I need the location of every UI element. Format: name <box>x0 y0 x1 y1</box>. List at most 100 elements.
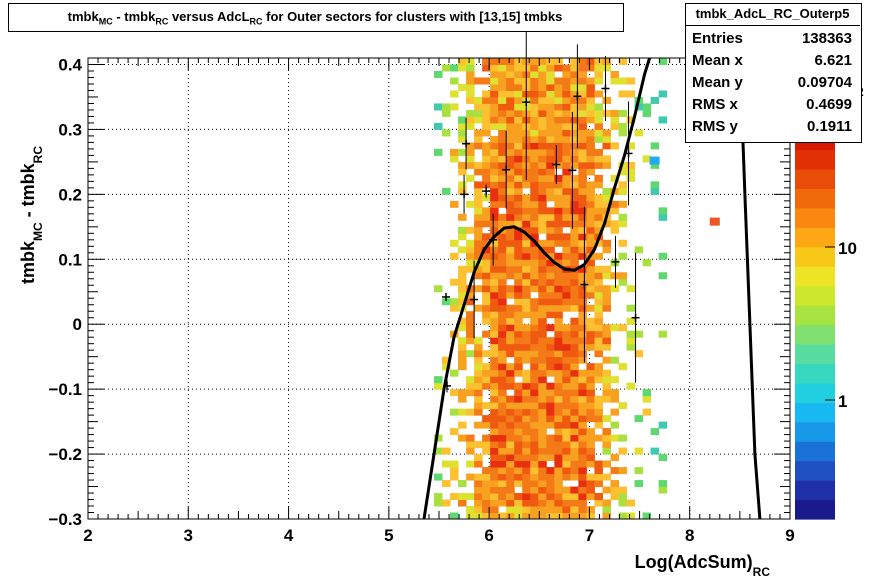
heat-cell <box>618 187 628 195</box>
heat-cell <box>570 454 579 462</box>
heat-cell <box>594 155 603 163</box>
heat-cell <box>538 213 547 221</box>
heat-cell <box>474 109 483 117</box>
heat-cell <box>498 356 507 364</box>
heat-cell <box>498 298 507 306</box>
heat-cell <box>570 434 579 442</box>
heat-cell <box>554 317 563 325</box>
heat-cell <box>474 337 483 345</box>
heat-cell <box>586 402 595 410</box>
fit-curve-right <box>738 57 762 520</box>
heat-cell <box>458 350 467 358</box>
heat-cell <box>570 512 579 520</box>
heat-cell <box>650 181 660 189</box>
heat-cell <box>554 376 563 384</box>
heat-cell <box>538 337 547 345</box>
heat-cell <box>650 142 660 150</box>
heat-cell <box>626 304 636 312</box>
heat-cell <box>498 389 507 397</box>
heat-cell <box>498 200 507 208</box>
heat-cell <box>530 259 539 267</box>
heat-cell <box>538 174 547 182</box>
heat-cell <box>482 480 491 488</box>
heat-cell <box>554 122 563 130</box>
heat-cell <box>522 350 531 358</box>
heat-cell <box>546 415 555 423</box>
heat-cell <box>586 415 595 423</box>
heat-cell <box>538 324 547 332</box>
heat-cell <box>594 77 603 85</box>
heat-cell <box>474 499 483 507</box>
heat-cell <box>562 363 571 371</box>
heat-cell <box>474 285 483 293</box>
heat-cell <box>474 187 483 195</box>
heat-cell <box>466 447 475 455</box>
heat-cell <box>578 473 587 481</box>
colorbar-segment <box>795 421 835 442</box>
heat-cell <box>506 90 515 98</box>
heat-cell <box>578 58 587 65</box>
heat-cell <box>554 467 563 475</box>
heat-cell <box>538 64 547 72</box>
heat-cell <box>506 363 515 371</box>
heatmap-cells <box>433 58 720 520</box>
heat-cell <box>554 278 563 286</box>
heat-cell <box>578 96 587 104</box>
heat-cell <box>634 415 644 423</box>
heat-cell <box>490 460 499 468</box>
colorbar-segment <box>795 207 835 228</box>
profile-point <box>580 206 589 363</box>
heat-cell <box>586 376 595 384</box>
heat-cell <box>506 265 515 273</box>
colorbar-segment <box>795 266 835 287</box>
heat-cell <box>562 330 571 338</box>
heat-cell <box>546 421 555 429</box>
heat-cell <box>570 337 579 345</box>
heat-cell <box>530 460 539 468</box>
heat-cell <box>474 233 483 241</box>
heat-cell <box>626 317 636 325</box>
heat-cell <box>626 285 636 293</box>
heat-cell <box>474 200 483 208</box>
heat-cell <box>554 343 563 351</box>
heat-cell <box>562 64 571 72</box>
heat-cell <box>498 116 507 124</box>
heat-cell <box>554 239 563 247</box>
color-scale: 110102 <box>795 85 864 520</box>
heat-cell <box>530 512 539 520</box>
heat-cell <box>490 480 499 488</box>
heat-cell <box>450 64 459 72</box>
heat-cell <box>570 291 579 299</box>
heat-cell <box>642 109 652 117</box>
heat-cell <box>506 129 515 137</box>
heat-cell <box>514 90 523 98</box>
heat-cell <box>562 122 571 130</box>
heat-cell <box>554 324 563 332</box>
heat-cell <box>538 265 547 273</box>
heat-cell <box>586 83 595 91</box>
heat-cell <box>570 460 579 468</box>
heat-cell <box>506 350 515 358</box>
heat-cell <box>586 324 595 332</box>
heat-cell <box>578 408 587 416</box>
x-tick-label: 8 <box>685 526 694 545</box>
heat-cell <box>506 259 515 267</box>
heat-cell <box>546 70 555 78</box>
profile-point <box>631 252 640 383</box>
heat-cell <box>586 135 595 143</box>
profile-point <box>470 260 479 339</box>
heat-cell <box>514 434 523 442</box>
heat-cell <box>554 389 563 397</box>
heat-cell <box>554 194 563 202</box>
heat-cell <box>554 408 563 416</box>
heat-cell <box>546 96 555 104</box>
heat-cell <box>466 64 475 72</box>
heat-cell <box>482 194 491 202</box>
heat-cell <box>586 454 595 462</box>
heat-cell <box>498 428 507 436</box>
heat-cell <box>458 278 467 286</box>
heat-cell <box>506 246 515 254</box>
heat-cell <box>658 252 668 260</box>
heat-cell <box>578 415 587 423</box>
heat-cell <box>578 402 587 410</box>
